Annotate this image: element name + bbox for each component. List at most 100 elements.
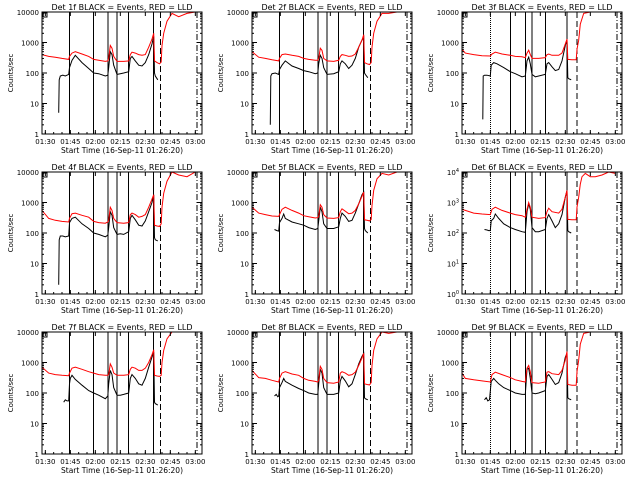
x-tick-label: 02:15 bbox=[110, 138, 130, 146]
events-series-line bbox=[484, 190, 572, 234]
x-tick-label: 03:00 bbox=[605, 298, 625, 306]
panel-title: Det 6f BLACK = Events, RED = LLD bbox=[471, 163, 612, 172]
y-tick-label: 10 bbox=[240, 421, 249, 429]
y-tick-label: 10 bbox=[240, 101, 249, 109]
x-tick-label: 02:30 bbox=[345, 138, 365, 146]
x-tick-label: 02:15 bbox=[320, 298, 340, 306]
panel-3: 01:30 01:45 02:00 02:15 02:30 02:45 03:00 1 10 10… bbox=[427, 3, 625, 155]
y-tick-label: 10000 bbox=[17, 169, 39, 177]
y-tick-label: 10 bbox=[450, 421, 459, 429]
x-tick-label: 02:00 bbox=[295, 458, 315, 466]
y-axis-label: Counts/sec bbox=[7, 374, 15, 413]
panel-title: Det 1f BLACK = Events, RED = LLD bbox=[51, 3, 192, 12]
x-tick-label: 02:00 bbox=[295, 138, 315, 146]
y-axis-label: Counts/sec bbox=[7, 54, 15, 93]
x-tick-label: 01:45 bbox=[60, 138, 80, 146]
y-axis-label: Counts/sec bbox=[427, 214, 435, 253]
x-tick-label: 02:45 bbox=[580, 458, 600, 466]
panel-5: 01:30 01:45 02:00 02:15 02:30 02:45 03:00 1 10 10… bbox=[217, 163, 415, 315]
x-tick-label: 01:45 bbox=[60, 458, 80, 466]
x-tick-label: 03:00 bbox=[605, 138, 625, 146]
lld-series-line bbox=[42, 332, 196, 377]
x-tick-label: 01:30 bbox=[35, 138, 55, 146]
y-tick-label: 1000 bbox=[441, 360, 459, 368]
y-tick-label: 1000 bbox=[21, 360, 39, 368]
y-axis-label: Counts/sec bbox=[427, 54, 435, 93]
events-series-line bbox=[274, 190, 369, 234]
x-tick-label: 02:15 bbox=[320, 138, 340, 146]
panel-4: 01:30 01:45 02:00 02:15 02:30 02:45 03:00 1 10 10… bbox=[7, 163, 205, 315]
x-tick-label: 01:30 bbox=[245, 138, 265, 146]
y-axis-label: Counts/sec bbox=[7, 214, 15, 253]
x-tick-label: 02:30 bbox=[135, 298, 155, 306]
events-series-line bbox=[63, 351, 159, 406]
x-axis-label: Start Time (16-Sep-11 01:26:20) bbox=[271, 466, 393, 475]
plot-frame bbox=[41, 331, 203, 455]
x-axis-label: Start Time (16-Sep-11 01:26:20) bbox=[61, 466, 183, 475]
events-series-line bbox=[58, 36, 159, 113]
y-tick-label: 10 bbox=[30, 421, 39, 429]
y-tick-label: 100 bbox=[236, 230, 249, 238]
events-series-line bbox=[58, 194, 159, 285]
y-axis-label: Counts/sec bbox=[217, 54, 225, 93]
y-tick-label: 1000 bbox=[21, 40, 39, 48]
x-tick-label: 02:45 bbox=[370, 298, 390, 306]
lld-series-line bbox=[252, 172, 406, 222]
x-axis-label: Start Time (16-Sep-11 01:26:20) bbox=[481, 466, 603, 475]
panel-title: Det 3f BLACK = Events, RED = LLD bbox=[471, 3, 612, 12]
lld-series-line bbox=[462, 172, 616, 221]
x-tick-label: 01:45 bbox=[270, 138, 290, 146]
y-tick-label: 1000 bbox=[231, 200, 249, 208]
x-tick-label: 02:00 bbox=[505, 138, 525, 146]
events-series-line bbox=[274, 351, 369, 401]
y-axis-label: Counts/sec bbox=[217, 214, 225, 253]
x-tick-label: 01:45 bbox=[480, 298, 500, 306]
x-tick-label: 01:45 bbox=[60, 298, 80, 306]
panel-6: 01:30 01:45 02:00 02:15 02:30 02:45 03:00 100 10… bbox=[427, 163, 625, 315]
x-tick-label: 02:00 bbox=[295, 298, 315, 306]
y-tick-label: 10 bbox=[240, 261, 249, 269]
panel-title: Det 5f BLACK = Events, RED = LLD bbox=[261, 163, 402, 172]
x-tick-label: 01:30 bbox=[245, 458, 265, 466]
x-axis-label: Start Time (16-Sep-11 01:26:20) bbox=[481, 146, 603, 155]
lld-series-line bbox=[42, 12, 196, 65]
x-axis-label: Start Time (16-Sep-11 01:26:20) bbox=[61, 306, 183, 315]
x-tick-label: 02:15 bbox=[530, 138, 550, 146]
x-tick-label: 02:30 bbox=[345, 298, 365, 306]
y-tick-label: 10 bbox=[30, 101, 39, 109]
plot-frame bbox=[251, 331, 413, 455]
y-tick-label: 10000 bbox=[17, 9, 39, 17]
y-tick-label: 1 bbox=[245, 291, 249, 299]
y-tick-label: 104 bbox=[447, 168, 459, 177]
y-tick-label: 103 bbox=[447, 199, 459, 208]
x-tick-label: 03:00 bbox=[605, 458, 625, 466]
panel-title: Det 9f BLACK = Events, RED = LLD bbox=[471, 323, 612, 332]
x-tick-label: 03:00 bbox=[185, 298, 205, 306]
y-tick-label: 100 bbox=[26, 70, 39, 78]
panel-2: 01:30 01:45 02:00 02:15 02:30 02:45 03:00 1 10 10… bbox=[217, 3, 415, 155]
y-tick-label: 100 bbox=[236, 70, 249, 78]
y-tick-label: 100 bbox=[446, 390, 459, 398]
x-tick-label: 01:30 bbox=[455, 458, 475, 466]
x-tick-label: 02:45 bbox=[580, 138, 600, 146]
x-tick-label: 02:45 bbox=[160, 458, 180, 466]
x-tick-label: 01:45 bbox=[270, 458, 290, 466]
y-tick-label: 1 bbox=[35, 131, 39, 139]
y-tick-label: 1 bbox=[245, 451, 249, 459]
y-tick-label: 10000 bbox=[437, 329, 459, 337]
x-tick-label: 02:45 bbox=[160, 138, 180, 146]
x-tick-label: 02:15 bbox=[530, 298, 550, 306]
y-tick-label: 10 bbox=[450, 101, 459, 109]
x-tick-label: 03:00 bbox=[185, 458, 205, 466]
x-tick-label: 01:30 bbox=[455, 298, 475, 306]
x-tick-label: 03:00 bbox=[185, 138, 205, 146]
x-tick-label: 02:15 bbox=[110, 298, 130, 306]
y-tick-label: 100 bbox=[26, 230, 39, 238]
lld-series-line bbox=[462, 12, 616, 61]
x-tick-label: 02:00 bbox=[85, 298, 105, 306]
events-series-line bbox=[482, 39, 572, 120]
y-tick-label: 1000 bbox=[21, 200, 39, 208]
events-series-line bbox=[269, 35, 369, 125]
x-tick-label: 03:00 bbox=[395, 458, 415, 466]
